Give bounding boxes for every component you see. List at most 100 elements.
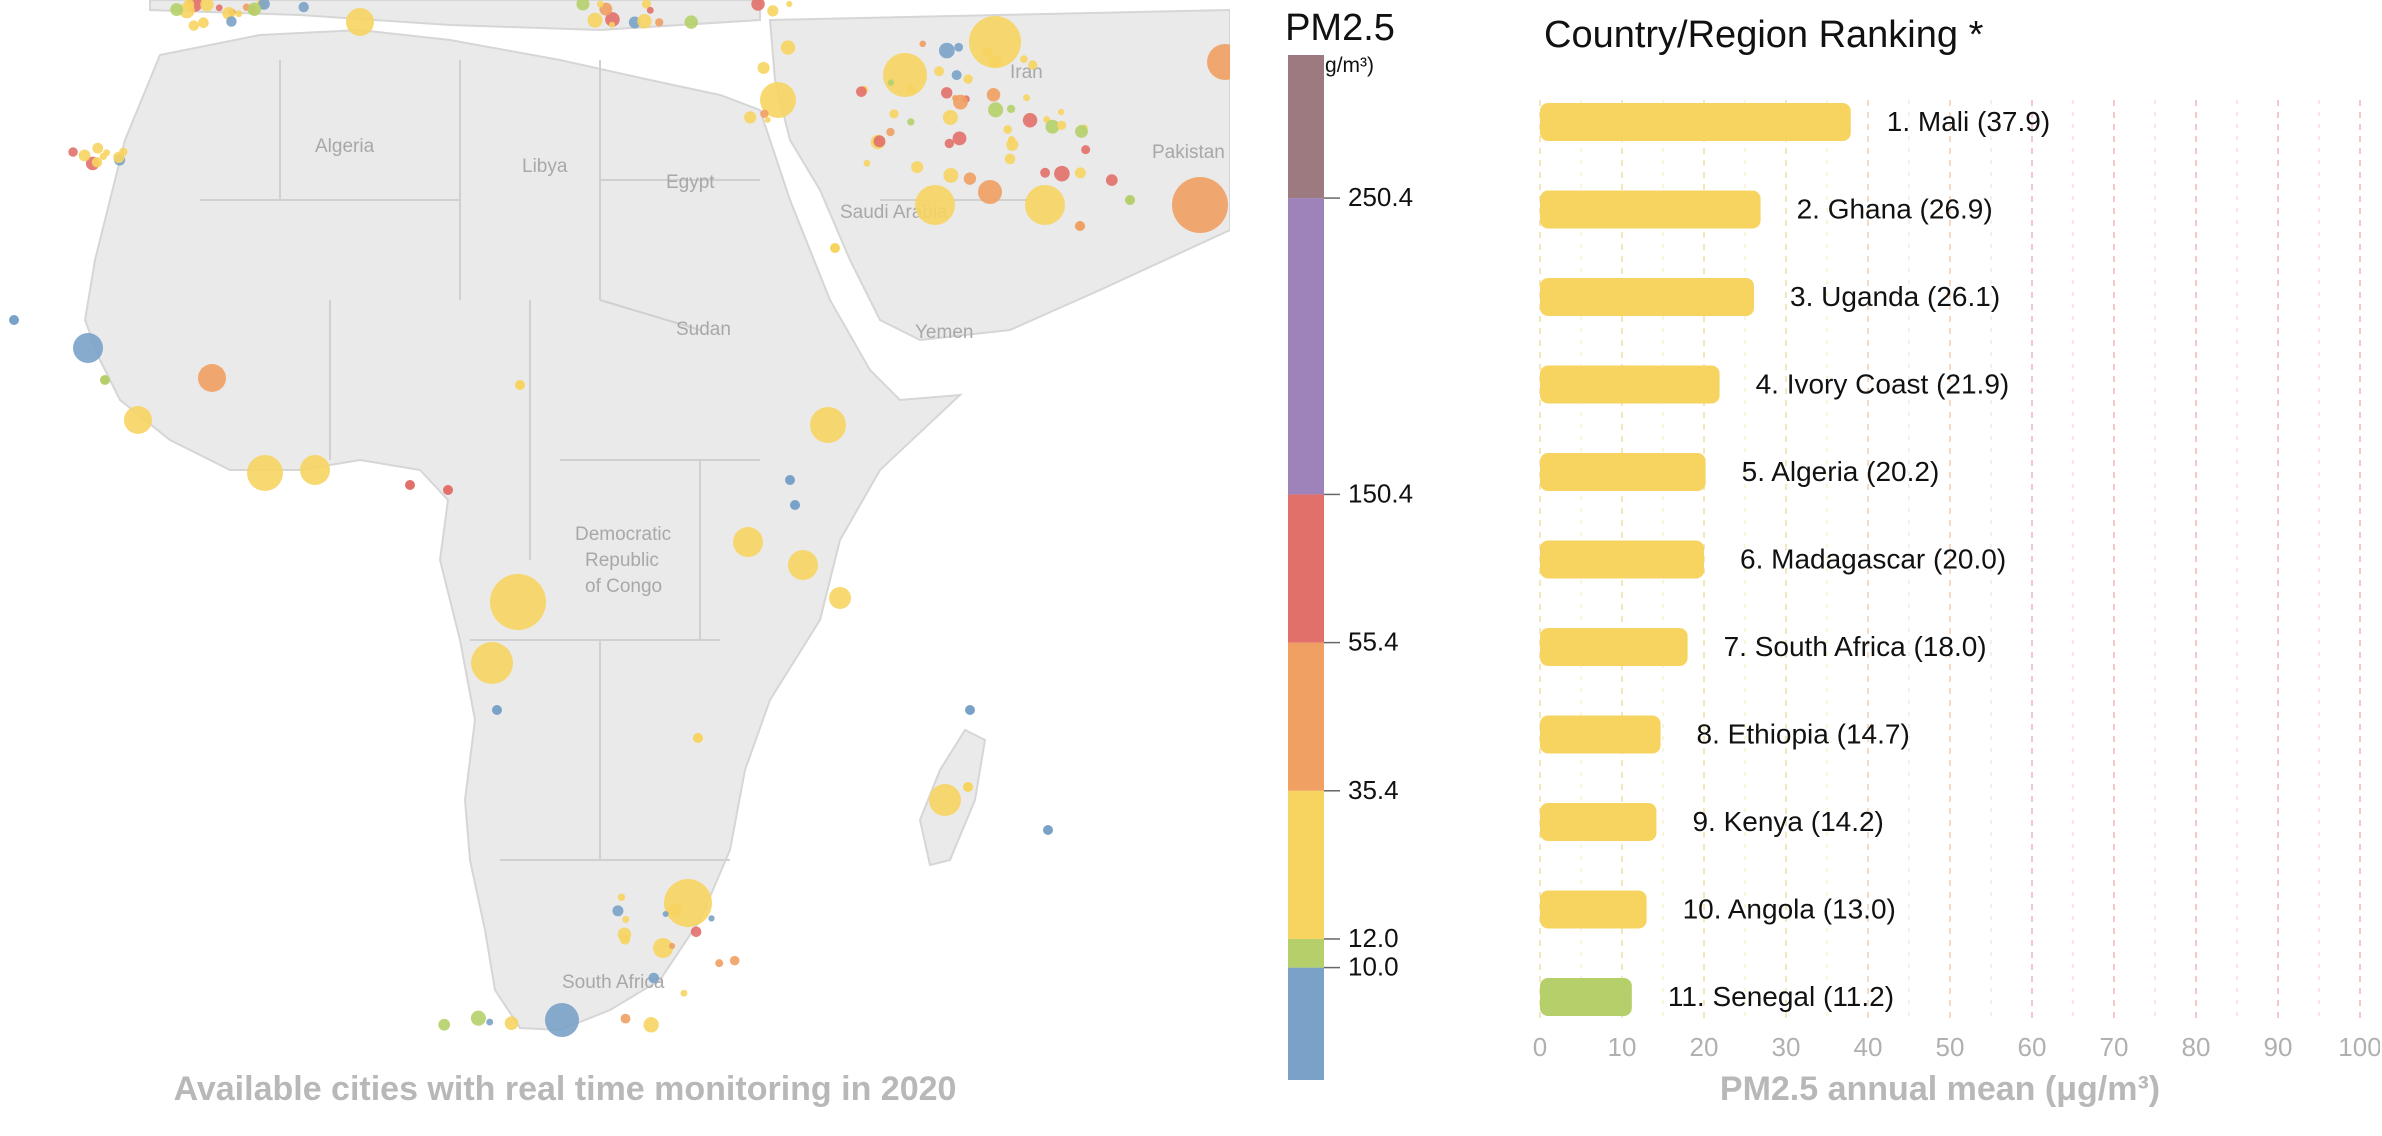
station-marker[interactable]: [596, 0, 604, 8]
station-marker[interactable]: [641, 0, 652, 9]
station-marker[interactable]: [953, 94, 968, 110]
station-marker[interactable]: [986, 88, 1001, 102]
station-marker[interactable]: [911, 161, 924, 174]
station-marker[interactable]: [767, 5, 779, 17]
station-marker[interactable]: [830, 243, 840, 253]
station-marker[interactable]: [490, 574, 546, 630]
station-marker[interactable]: [643, 1017, 659, 1033]
station-marker[interactable]: [715, 959, 724, 968]
station-marker[interactable]: [887, 79, 895, 86]
station-marker[interactable]: [100, 375, 110, 385]
station-marker[interactable]: [622, 915, 630, 923]
station-marker[interactable]: [729, 955, 740, 966]
station-marker[interactable]: [969, 16, 1021, 68]
station-marker[interactable]: [247, 2, 262, 17]
bar-algeria[interactable]: [1540, 453, 1706, 491]
station-marker[interactable]: [943, 167, 959, 183]
station-marker[interactable]: [963, 782, 973, 792]
station-marker[interactable]: [963, 172, 977, 185]
station-marker[interactable]: [780, 40, 796, 55]
bar-uganda[interactable]: [1540, 278, 1755, 316]
station-marker[interactable]: [438, 1018, 451, 1031]
station-marker[interactable]: [965, 705, 975, 715]
station-marker[interactable]: [91, 157, 103, 168]
station-marker[interactable]: [790, 500, 800, 510]
station-marker[interactable]: [73, 333, 103, 363]
station-marker[interactable]: [515, 380, 525, 390]
station-marker[interactable]: [298, 1, 309, 13]
station-marker[interactable]: [300, 455, 330, 485]
station-marker[interactable]: [886, 127, 895, 137]
bar-madagascar[interactable]: [1540, 540, 1704, 579]
station-marker[interactable]: [810, 407, 846, 443]
station-marker[interactable]: [470, 1010, 486, 1026]
station-marker[interactable]: [183, 0, 195, 10]
station-marker[interactable]: [198, 17, 209, 29]
station-marker[interactable]: [612, 905, 624, 917]
station-marker[interactable]: [1006, 104, 1016, 114]
station-marker[interactable]: [405, 480, 415, 490]
station-marker[interactable]: [637, 14, 652, 29]
station-marker[interactable]: [1004, 153, 1016, 165]
station-marker[interactable]: [648, 972, 660, 984]
station-marker[interactable]: [938, 42, 955, 59]
station-marker[interactable]: [951, 70, 962, 81]
bar-angola[interactable]: [1540, 890, 1647, 929]
station-marker[interactable]: [617, 927, 632, 942]
station-marker[interactable]: [684, 15, 698, 29]
station-marker[interactable]: [693, 733, 703, 743]
bar-south-africa[interactable]: [1540, 628, 1688, 666]
bar-ethiopia[interactable]: [1540, 715, 1661, 754]
station-marker[interactable]: [1207, 44, 1230, 80]
station-marker[interactable]: [963, 74, 973, 84]
station-marker[interactable]: [188, 20, 200, 31]
station-marker[interactable]: [1003, 125, 1013, 134]
station-marker[interactable]: [646, 6, 654, 14]
station-marker[interactable]: [952, 131, 967, 146]
station-marker[interactable]: [940, 87, 953, 99]
station-marker[interactable]: [988, 102, 1004, 118]
station-marker[interactable]: [443, 485, 453, 495]
station-marker[interactable]: [708, 915, 715, 922]
station-marker[interactable]: [760, 82, 796, 118]
africa-map[interactable]: Algeria Libya Egypt Saudi Arabia Iran Pa…: [0, 0, 1230, 1070]
station-marker[interactable]: [668, 942, 676, 950]
station-marker[interactable]: [1125, 195, 1135, 205]
station-marker[interactable]: [664, 879, 712, 927]
station-marker[interactable]: [760, 109, 769, 119]
station-marker[interactable]: [103, 149, 111, 157]
station-marker[interactable]: [1056, 120, 1067, 130]
station-marker[interactable]: [200, 0, 214, 12]
station-marker[interactable]: [587, 12, 603, 28]
bar-kenya[interactable]: [1540, 803, 1657, 841]
station-marker[interactable]: [235, 10, 243, 18]
station-marker[interactable]: [1081, 145, 1091, 155]
station-marker[interactable]: [982, 47, 993, 58]
station-marker[interactable]: [757, 61, 770, 74]
station-marker[interactable]: [124, 406, 152, 434]
station-marker[interactable]: [690, 926, 702, 938]
station-marker[interactable]: [978, 180, 1002, 204]
station-marker[interactable]: [1023, 94, 1031, 102]
station-marker[interactable]: [662, 911, 669, 918]
station-marker[interactable]: [655, 18, 664, 27]
station-marker[interactable]: [733, 527, 763, 557]
station-marker[interactable]: [247, 455, 283, 491]
station-marker[interactable]: [492, 705, 502, 715]
station-marker[interactable]: [988, 55, 1002, 68]
station-marker[interactable]: [620, 1013, 631, 1024]
station-marker[interactable]: [934, 66, 945, 77]
station-marker[interactable]: [915, 185, 955, 225]
station-marker[interactable]: [1040, 167, 1051, 178]
station-marker[interactable]: [829, 587, 851, 609]
bar-senegal[interactable]: [1540, 978, 1632, 1016]
station-marker[interactable]: [873, 135, 886, 148]
station-marker[interactable]: [1075, 221, 1085, 231]
station-marker[interactable]: [863, 159, 871, 167]
station-marker[interactable]: [504, 1016, 519, 1031]
station-marker[interactable]: [605, 12, 620, 27]
station-marker[interactable]: [1172, 177, 1228, 233]
station-marker[interactable]: [1020, 55, 1028, 63]
station-marker[interactable]: [653, 938, 673, 958]
station-marker[interactable]: [576, 0, 590, 11]
